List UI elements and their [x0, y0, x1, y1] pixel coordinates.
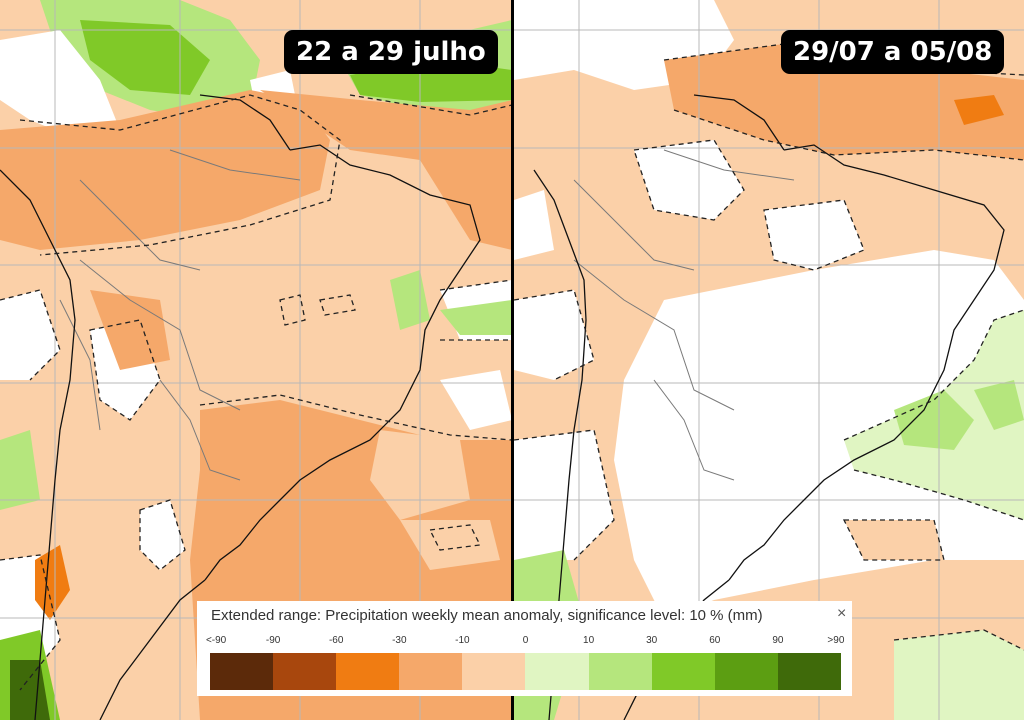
legend-swatch	[399, 653, 463, 690]
legend-swatch	[462, 653, 526, 690]
map-panel-left	[0, 0, 512, 720]
legend-swatch	[651, 653, 715, 690]
legend-swatch	[525, 653, 589, 690]
legend-tick-label: 0	[522, 635, 529, 646]
period-label-left: 22 a 29 julho	[284, 30, 498, 74]
legend-tick-label: -60	[328, 635, 344, 646]
legend-swatch	[273, 653, 337, 690]
legend-tick-label: <-90	[205, 635, 227, 646]
legend-tick-label: 30	[646, 635, 658, 646]
legend-swatch	[336, 653, 400, 690]
legend-tick-label: >90	[827, 635, 845, 646]
legend-tick-label: -30	[392, 635, 407, 646]
legend-swatch	[210, 653, 274, 690]
legend-title: Extended range: Precipitation weekly mea…	[211, 607, 763, 624]
legend-tick-label: -90	[265, 635, 281, 646]
legend-tick-label: 60	[709, 635, 721, 646]
legend-swatch	[777, 653, 841, 690]
anomaly-map-left	[0, 0, 512, 720]
legend-ticks: <-90 -90 -60 -30 -10 0 10 30 60 90 >90	[197, 635, 852, 649]
legend-tick-label: -10	[455, 635, 470, 646]
legend-color-bar	[210, 653, 841, 690]
legend-tick-label: 10	[583, 635, 595, 646]
legend-tick-label: 90	[772, 635, 784, 646]
legend-swatch	[588, 653, 652, 690]
close-icon[interactable]: ×	[837, 605, 847, 622]
period-label-right: 29/07 a 05/08	[781, 30, 1005, 74]
legend: Extended range: Precipitation weekly mea…	[197, 601, 852, 696]
legend-swatch	[714, 653, 778, 690]
panel-divider	[511, 0, 514, 720]
